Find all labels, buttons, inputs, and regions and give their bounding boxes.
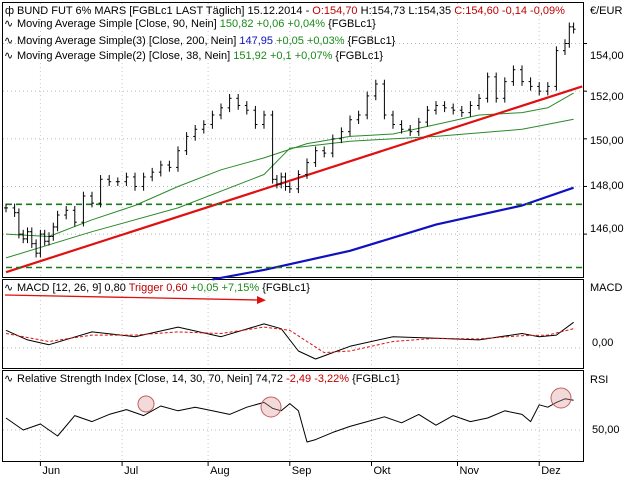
x-tick-label: Dez	[541, 465, 561, 477]
svg-text:BUND FUT 6% MARS [FGBLc1 LAST: BUND FUT 6% MARS [FGBLc1 LAST Täglich] 1…	[17, 5, 565, 17]
rsi-highlight-circle-3	[550, 387, 572, 409]
ma200-value: 147,95	[239, 35, 273, 47]
line-icon: ∿	[4, 373, 13, 385]
svg-text:Moving Average Simple(2) [Clos: Moving Average Simple(2) [Close, 38, Nei…	[17, 50, 383, 62]
ma38-delta-pct: +0,07%	[292, 50, 333, 62]
ma38-delta: +0,1	[267, 50, 292, 62]
ma38-value: 151,92	[233, 50, 267, 62]
line-icon: ∿	[4, 18, 13, 30]
ma90-delta: +0,06	[253, 18, 284, 30]
instrument-title: BUND FUT 6% MARS [FGBLc1 LAST Täglich] 1…	[17, 5, 312, 17]
macd-legend: ∿ MACD [12, 26, 9] 0,80 Trigger 0,60 +0,…	[4, 282, 310, 294]
rsi-unit-label: RSI	[590, 374, 608, 386]
ma200-label: Moving Average Simple(3) [Close, 200, Ne…	[17, 35, 239, 47]
line-icon: ∿	[4, 35, 13, 47]
x-tick-label: Jul	[124, 465, 138, 477]
macd-series	[5, 321, 574, 360]
ohlc-open: O:154,70	[312, 5, 357, 17]
macd-symbol: {FGBLc1}	[259, 282, 310, 294]
ohlc-close: C:154,60	[451, 5, 499, 17]
macd-panel-frame	[2, 279, 584, 369]
svg-text:Relative Strength Index [Close: Relative Strength Index [Close, 14, 30, …	[17, 373, 400, 385]
ma200-delta-pct: +0,03%	[304, 35, 345, 47]
macd-grid	[3, 280, 583, 368]
price-unit-label: €/EUR	[590, 5, 622, 17]
ma38-line	[5, 92, 574, 237]
rsi-series	[5, 398, 574, 443]
rsi-line	[5, 398, 574, 443]
svg-text:Moving Average Simple [Close,: Moving Average Simple [Close, 90, Nein] …	[17, 18, 376, 30]
x-tick-label: Sep	[292, 465, 312, 477]
rsi-legend: ∿ Relative Strength Index [Close, 14, 30…	[4, 373, 400, 385]
rsi-highlight-circle-1	[137, 395, 155, 413]
macd-trigger: Trigger 0,60	[129, 282, 188, 294]
macd-trigger-line	[5, 326, 574, 354]
ohlc-high: H:154,73	[358, 5, 406, 17]
macd-delta-pct: +7,15%	[219, 282, 260, 294]
line-icon: ∿	[4, 50, 13, 62]
rsi-y-tick-label: 50,00	[592, 424, 620, 436]
price-change: -0,14	[499, 5, 527, 17]
ma90-label: Moving Average Simple [Close, 90, Nein]	[17, 18, 220, 30]
rsi-highlight-circle-2	[260, 396, 282, 418]
rsi-delta-pct: -3,22%	[311, 373, 349, 385]
price-change-pct: -0,09%	[527, 5, 565, 17]
y-tick-label: 150,00	[590, 135, 624, 147]
ma38-symbol: {FGBLc1}	[332, 50, 383, 62]
main-panel-frame	[2, 2, 584, 278]
macd-label: MACD [12, 26, 9] 0,80	[17, 282, 129, 294]
rsi-label: Relative Strength Index [Close, 14, 30, …	[17, 373, 283, 385]
x-tick-label: Nov	[460, 465, 480, 477]
ma90-value: 150,82	[220, 18, 254, 30]
y-tick-label: 148,00	[590, 180, 624, 192]
y-tick-label: 152,00	[590, 91, 624, 103]
x-tick-label: Jun	[42, 465, 60, 477]
x-tick-label: Aug	[210, 465, 230, 477]
ma200-line	[212, 186, 574, 281]
rsi-grid	[3, 371, 583, 461]
rsi-delta: -2,49	[283, 373, 311, 385]
x-tick-label: Okt	[374, 465, 391, 477]
price-bars	[4, 22, 576, 258]
macd-line	[5, 321, 574, 360]
rsi-panel-frame	[2, 370, 584, 462]
y-tick-label: 154,00	[590, 50, 624, 62]
svg-text:Moving Average Simple(3) [Clos: Moving Average Simple(3) [Close, 200, Ne…	[17, 35, 396, 47]
ma200-symbol: {FGBLc1}	[345, 35, 396, 47]
ma38-label: Moving Average Simple(2) [Close, 38, Nei…	[17, 50, 233, 62]
price-bar-icon: ф	[5, 5, 14, 17]
main-series	[5, 85, 583, 281]
macd-trend-arrow	[4, 294, 266, 304]
ma90-symbol: {FGBLc1}	[325, 18, 376, 30]
macd-y-tick-label: 0,00	[592, 337, 613, 349]
rsi-symbol: {FGBLc1}	[349, 373, 400, 385]
trendline	[5, 85, 583, 274]
ma200-delta: +0,05	[273, 35, 304, 47]
macd-delta: +0,05	[188, 282, 219, 294]
x-axis: Jun Jul Aug Sep Okt Nov Dez	[39, 461, 561, 477]
svg-text:MACD [12, 26, 9] 0,80 Trigger: MACD [12, 26, 9] 0,80 Trigger 0,60 +0,05…	[17, 282, 310, 294]
ohlc-low: L:154,35	[405, 5, 451, 17]
ma90-line	[5, 118, 574, 259]
line-icon: ∿	[4, 282, 13, 294]
ma90-delta-pct: +0,04%	[284, 18, 325, 30]
main-legend: ф BUND FUT 6% MARS [FGBLc1 LAST Täglich]…	[4, 5, 565, 62]
macd-unit-label: MACD	[590, 282, 622, 294]
y-tick-label: 146,00	[590, 223, 624, 235]
